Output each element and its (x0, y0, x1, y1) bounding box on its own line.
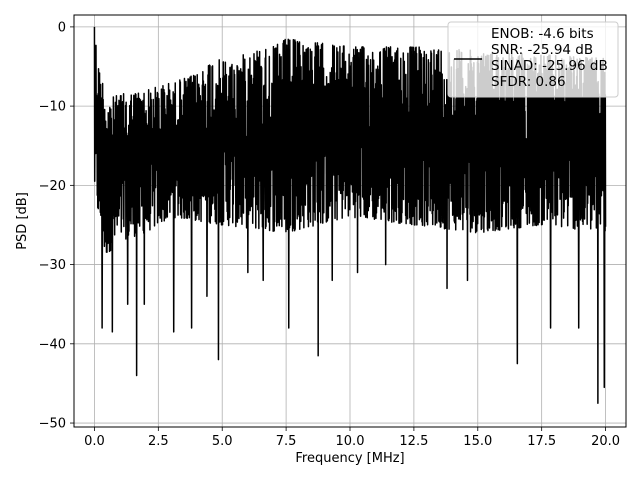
legend-entry-enob: ENOB: -4.6 bits (491, 26, 594, 42)
y-tick-label: 0 (58, 20, 66, 35)
x-tick-label: 12.5 (399, 434, 428, 449)
x-tick-label: 17.5 (527, 434, 556, 449)
y-axis: 0 −10 −20 −30 −40 −50 (39, 20, 74, 432)
x-axis: 0.0 2.5 5.0 7.5 10.0 12.5 15.0 17.5 20.0 (84, 427, 620, 449)
x-axis-label: Frequency [MHz] (295, 451, 404, 466)
y-tick-label: −50 (39, 417, 66, 432)
legend-entry-snr: SNR: -25.94 dB (491, 42, 593, 58)
y-tick-label: −40 (39, 337, 66, 352)
y-tick-label: −30 (39, 258, 66, 273)
legend: ENOB: -4.6 bits SNR: -25.94 dB SINAD: -2… (447, 21, 619, 98)
x-tick-label: 2.5 (148, 434, 169, 449)
legend-entry-sfdr: SFDR: 0.86 (491, 74, 566, 90)
x-tick-label: 0.0 (84, 434, 105, 449)
x-tick-label: 10.0 (336, 434, 365, 449)
y-tick-label: −20 (39, 179, 66, 194)
psd-trace (93, 26, 607, 404)
x-tick-label: 7.5 (276, 434, 297, 449)
y-tick-label: −10 (39, 100, 66, 115)
legend-entry-sinad: SINAD: -25.96 dB (491, 58, 608, 74)
x-tick-label: 20.0 (591, 434, 620, 449)
x-tick-label: 15.0 (463, 434, 492, 449)
x-tick-label: 5.0 (212, 434, 233, 449)
y-axis-label: PSD [dB] (15, 192, 30, 250)
legend-box (447, 21, 619, 98)
plot-area (93, 26, 607, 404)
